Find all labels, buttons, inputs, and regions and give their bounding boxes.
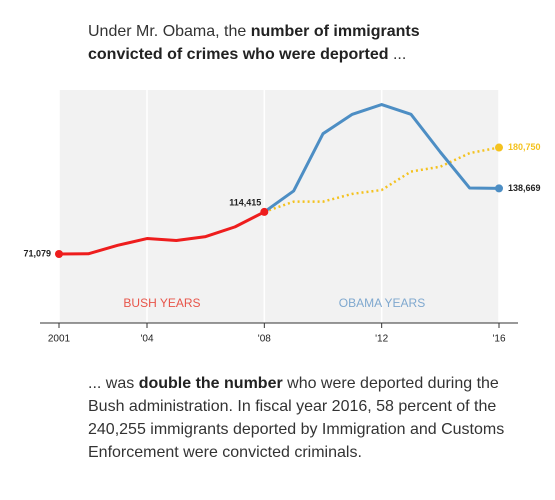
x-tick-label: 2001 bbox=[48, 334, 71, 345]
series-line bbox=[263, 103, 500, 214]
series-line bbox=[263, 146, 500, 214]
point bbox=[495, 143, 503, 152]
footer: ... was double the number who were depor… bbox=[88, 372, 508, 464]
value-label: 71,079 bbox=[23, 248, 51, 258]
point bbox=[495, 184, 503, 193]
annotation: OBAMA YEARS bbox=[339, 296, 425, 310]
header: Under Mr. Obama, the number of immigrant… bbox=[88, 20, 458, 66]
footer-text: ... was bbox=[88, 375, 139, 392]
value-label: 138,669 bbox=[508, 183, 541, 193]
value-label: 114,415 bbox=[229, 197, 261, 207]
header-bold: number of immigrants convicted of crimes… bbox=[88, 23, 420, 63]
x-tick-label: '08 bbox=[258, 334, 271, 345]
header-text: Under Mr. Obama, the bbox=[88, 23, 251, 40]
point bbox=[260, 207, 269, 216]
value-label: 180,750 bbox=[508, 142, 541, 152]
annotation: BUSH YEARS bbox=[123, 296, 200, 310]
footer-bold: double the number bbox=[138, 375, 283, 392]
x-tick-label: '16 bbox=[492, 334, 505, 345]
point bbox=[55, 249, 63, 258]
x-tick-label: '12 bbox=[375, 334, 388, 345]
header-end: ... bbox=[388, 46, 407, 63]
series-line bbox=[58, 210, 266, 256]
footer-end: who were deported during the Bush admini… bbox=[88, 375, 505, 461]
x-tick-label: '04 bbox=[140, 334, 153, 345]
